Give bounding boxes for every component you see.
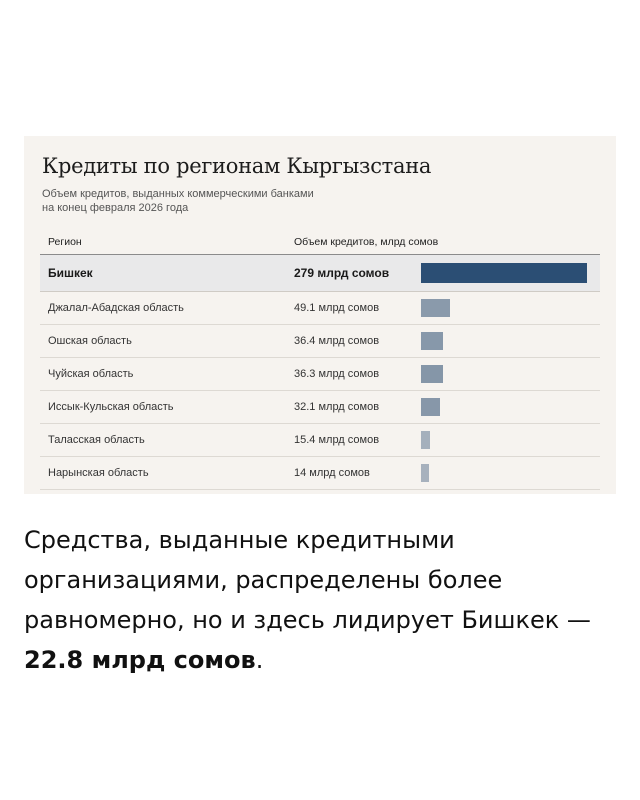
region-label: Чуйская область: [48, 368, 134, 380]
value-label: 14 млрд сомов: [294, 467, 370, 479]
region-label: Иссык-Кульская область: [48, 401, 174, 413]
bar: [421, 398, 440, 416]
column-header-region: Регион: [48, 236, 82, 248]
caption-main: Средства, выданные кредитными организаци…: [24, 526, 591, 634]
chart-table: Бишкек 279 млрд сомов Джалал-Абадская обла…: [40, 254, 600, 490]
region-label: Таласская область: [48, 434, 145, 446]
table-row: Иссык-Кульская область 32.1 млрд сомов: [40, 391, 600, 424]
column-header-volume: Объем кредитов, млрд сомов: [294, 236, 439, 248]
bar: [421, 299, 450, 317]
table-row: Нарынская область 14 млрд сомов: [40, 457, 600, 490]
chart-subtitle-line-1: Объем кредитов, выданных коммерческими б…: [42, 188, 314, 200]
region-label: Бишкек: [48, 266, 93, 280]
value-label: 32.1 млрд сомов: [294, 401, 380, 413]
bar: [421, 464, 429, 482]
table-row: Бишкек 279 млрд сомов: [40, 254, 600, 292]
bar: [421, 431, 430, 449]
region-label: Нарынская область: [48, 467, 149, 479]
table-row: Ошская область 36.4 млрд сомов: [40, 325, 600, 358]
caption-end: .: [255, 646, 264, 674]
caption-highlight: 22.8 млрд сомов: [24, 646, 256, 674]
caption-text: Средства, выданные кредитными организаци…: [24, 520, 620, 680]
table-row: Джалал-Абадская область 49.1 млрд сомов: [40, 292, 600, 325]
table-row: Таласская область 15.4 млрд сомов: [40, 424, 600, 457]
region-label: Джалал-Абадская область: [48, 302, 184, 314]
table-row: Чуйская область 36.3 млрд сомов: [40, 358, 600, 391]
chart-title: Кредиты по регионам Кыргызстана: [42, 154, 432, 178]
region-label: Ошская область: [48, 335, 132, 347]
value-label: 36.4 млрд сомов: [294, 335, 380, 347]
bar: [421, 332, 443, 350]
value-label: 36.3 млрд сомов: [294, 368, 380, 380]
value-label: 49.1 млрд сомов: [294, 302, 380, 314]
value-label: 279 млрд сомов: [294, 266, 390, 280]
chart-subtitle-line-2: на конец февраля 2026 года: [42, 202, 189, 214]
chart-card: Кредиты по регионам Кыргызстана Объем кр…: [24, 136, 616, 494]
value-label: 15.4 млрд сомов: [294, 434, 380, 446]
bar: [421, 365, 443, 383]
bar: [421, 263, 587, 283]
